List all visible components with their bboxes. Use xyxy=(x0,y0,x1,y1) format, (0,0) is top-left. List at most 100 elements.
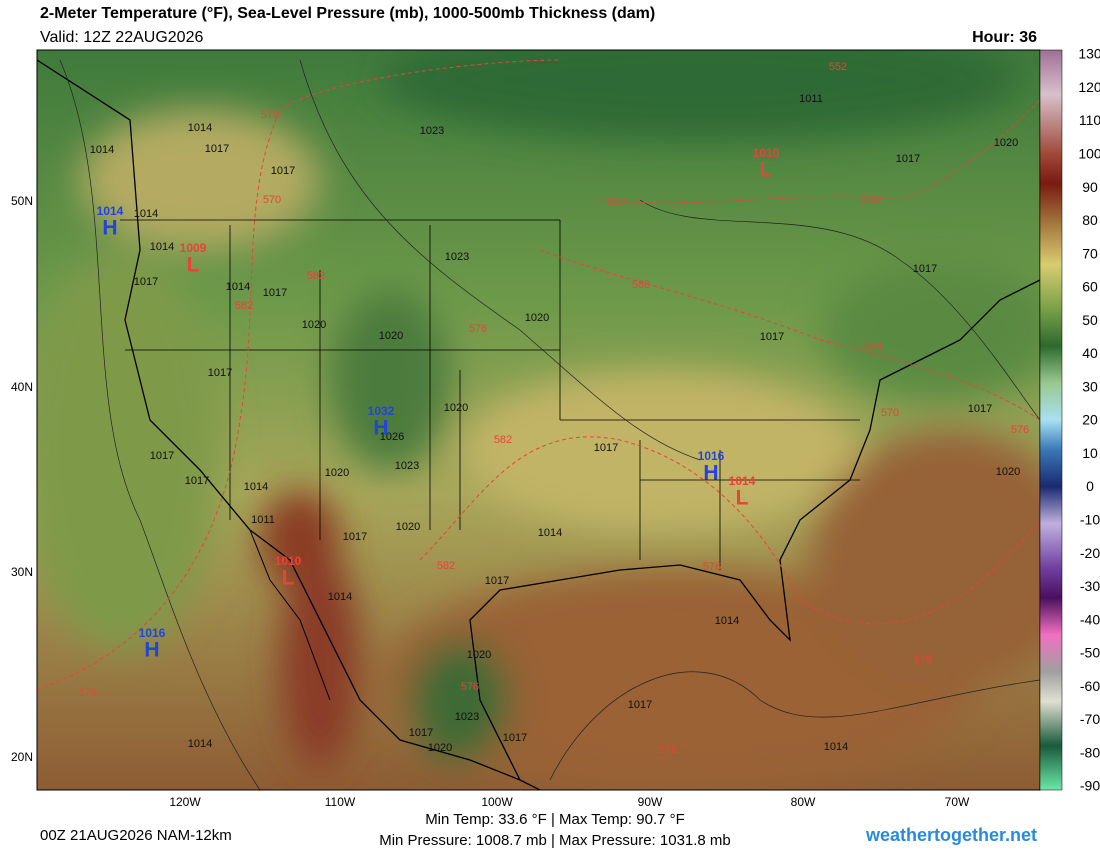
isobar-label: 1017 xyxy=(271,165,295,177)
colorbar-tick-label: 50 xyxy=(1082,312,1098,328)
pressure-center-letter: H xyxy=(373,417,388,440)
thickness-label: 552 xyxy=(608,197,626,209)
isobar-label: 1017 xyxy=(503,732,527,744)
isobar-label: 1014 xyxy=(538,527,562,539)
coastline xyxy=(249,529,331,701)
isobar-label: 1023 xyxy=(395,460,419,472)
isobar-label: 1014 xyxy=(328,591,352,603)
thickness-label: 570 xyxy=(881,407,899,419)
latitude-label: 40N xyxy=(11,380,33,394)
isobar-label: 1017 xyxy=(628,699,652,711)
thickness-label: 552 xyxy=(829,61,847,73)
pressure-center-letter: H xyxy=(703,462,718,485)
thickness-label: 576 xyxy=(469,323,487,335)
thickness-label: 564 xyxy=(864,341,882,353)
thickness-label: 576 xyxy=(703,561,721,573)
isobar-label: 1017 xyxy=(760,331,784,343)
colorbar-tick-label: 80 xyxy=(1082,212,1098,228)
site-link: weathertogether.net xyxy=(865,825,1037,845)
isobar-label: 1023 xyxy=(420,125,444,137)
pressure-center-letter: H xyxy=(102,217,117,240)
isobar-label: 1017 xyxy=(409,727,433,739)
longitude-label: 90W xyxy=(638,795,663,809)
isobar-label: 1014 xyxy=(150,241,174,253)
isobar-label: 1017 xyxy=(968,403,992,415)
colorbar-tick-label: 20 xyxy=(1082,412,1098,428)
thickness-label: 570 xyxy=(263,194,281,206)
isobar-label: 1014 xyxy=(715,615,739,627)
thickness-label: 582 xyxy=(235,300,253,312)
isobar-label: 1017 xyxy=(150,450,174,462)
temperature-range: Min Temp: 33.6 °F | Max Temp: 90.7 °F xyxy=(425,811,685,828)
isobar-label: 1011 xyxy=(251,514,275,526)
valid-time: Valid: 12Z 22AUG2026 xyxy=(40,29,203,46)
thickness-label: 576 xyxy=(79,687,97,699)
thickness-label: 558 xyxy=(861,195,879,207)
map-field xyxy=(37,50,1040,790)
isobar-label: 1017 xyxy=(208,367,232,379)
isobar-label: 1017 xyxy=(134,276,158,288)
thickness-label: 576 xyxy=(461,681,479,693)
isobar-label: 1017 xyxy=(205,143,229,155)
isobar-label: 1020 xyxy=(428,742,452,754)
colorbar-tick-label: 110 xyxy=(1079,112,1100,128)
isobar-label: 1014 xyxy=(134,208,158,220)
state-borders xyxy=(120,219,860,570)
colorbar-tick-label: -30 xyxy=(1080,578,1100,594)
colorbar-tick-label: -90 xyxy=(1080,778,1100,794)
colorbar-tick-label: -70 xyxy=(1080,711,1100,727)
coastline xyxy=(37,59,1040,790)
thickness-label: 576 xyxy=(1011,424,1029,436)
colorbar-tick-label: 120 xyxy=(1078,79,1100,95)
isobar-label: 1023 xyxy=(445,251,469,263)
colorbar-tick-label: -40 xyxy=(1080,611,1100,627)
isobar-label: 1017 xyxy=(485,575,509,587)
model-run: 00Z 21AUG2026 NAM-12km xyxy=(40,827,232,844)
colorbar-tick-label: 30 xyxy=(1082,378,1098,394)
colorbar-tick-label: 0 xyxy=(1086,478,1094,494)
thickness-label: 588 xyxy=(632,279,650,291)
isobar-label: 1017 xyxy=(343,531,367,543)
latitude-label: 30N xyxy=(11,565,33,579)
isobars xyxy=(59,59,1040,790)
pressure-center-value: 1009 xyxy=(180,241,207,255)
longitude-label: 80W xyxy=(791,795,816,809)
isobar-label: 1014 xyxy=(188,738,212,750)
thickness-label: 582 xyxy=(437,560,455,572)
pressure-center-letter: L xyxy=(736,487,749,510)
isobar-label: 1017 xyxy=(185,475,209,487)
pressure-center-letter: L xyxy=(187,254,200,277)
colorbar-tick-label: 90 xyxy=(1082,179,1098,195)
isobar-label: 1020 xyxy=(525,312,549,324)
colorbar-tick-label: 130 xyxy=(1078,46,1100,62)
isobar-label: 1017 xyxy=(896,153,920,165)
pressure-range: Min Pressure: 1008.7 mb | Max Pressure: … xyxy=(379,832,731,849)
pressure-center-value: 1014 xyxy=(97,204,124,218)
isobar-label: 1020 xyxy=(379,330,403,342)
colorbar-tick-label: -50 xyxy=(1080,645,1100,661)
isobar-label: 1014 xyxy=(188,122,212,134)
longitude-label: 100W xyxy=(481,795,513,809)
longitude-label: 70W xyxy=(945,795,970,809)
thickness-label: 582 xyxy=(307,270,325,282)
colorbar-tick-label: -20 xyxy=(1080,545,1100,561)
isobar-label: 1020 xyxy=(467,649,491,661)
colorbar xyxy=(1039,49,1063,791)
isobar-label: 1014 xyxy=(226,281,250,293)
pressure-center-letter: H xyxy=(144,639,159,662)
isobar-label: 1017 xyxy=(263,287,287,299)
pressure-center-letter: L xyxy=(282,567,295,590)
pressure-center-value: 1016 xyxy=(698,449,725,463)
isobar-label: 1017 xyxy=(594,442,618,454)
isobar-label: 1020 xyxy=(396,521,420,533)
colorbar-tick-label: 100 xyxy=(1078,146,1100,162)
isobar-label: 1017 xyxy=(913,263,937,275)
isobar-label: 1020 xyxy=(302,319,326,331)
isobar-label: 1011 xyxy=(799,93,823,105)
isobar-label: 1020 xyxy=(996,466,1020,478)
latitude-label: 20N xyxy=(11,750,33,764)
colorbar-tick-label: -60 xyxy=(1080,678,1100,694)
isobar-label: 1023 xyxy=(455,711,479,723)
colorbar-tick-label: -80 xyxy=(1080,744,1100,760)
